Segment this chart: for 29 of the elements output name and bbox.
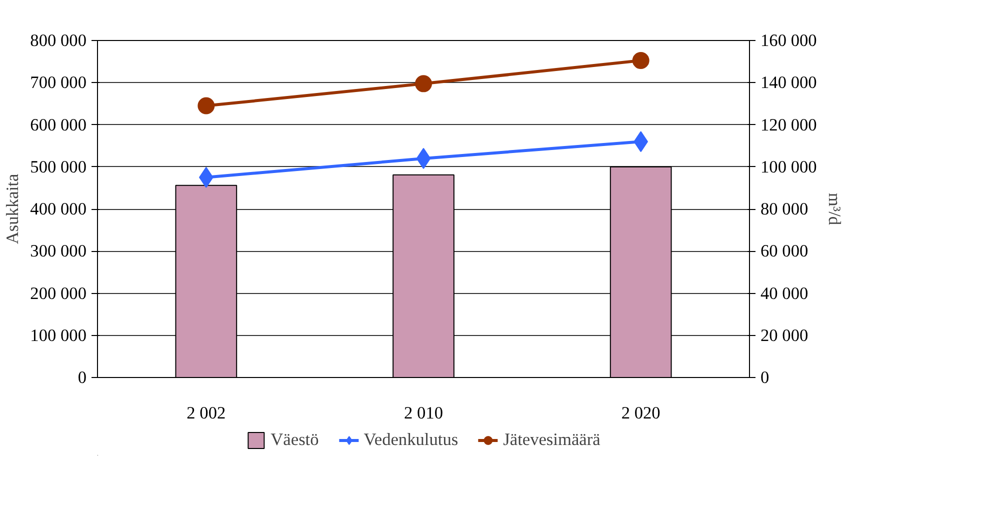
y2-tick-label: 140 000 [760,73,817,92]
y-tick-label: 400 000 [30,200,87,218]
y-tick-label: 0 [78,368,87,387]
y-tick-label: 200 000 [30,284,87,303]
x-tick-label: 2 010 [404,404,444,422]
y2-tick-label: 0 [760,368,770,387]
point [632,52,650,69]
y-tick-label: 600 000 [30,115,87,134]
y2-tick-label: 120 000 [760,115,817,134]
point [415,75,432,92]
legend-label: Väestö [270,430,319,450]
y2-tick-label: 80 000 [760,200,808,218]
y-tick-label: 300 000 [30,242,87,261]
legend-label: Vedenkulutus [364,430,458,450]
point [198,97,215,114]
y-tick-label: 700 000 [30,73,87,92]
x-tick-label: 2 002 [186,404,226,422]
y2-tick-label: 40 000 [760,284,808,303]
y-tick-label: 800 000 [30,31,87,50]
y2-tick-label: 60 000 [760,242,808,261]
y2-tick-label: 160 000 [760,31,817,50]
y-tick-label: 500 000 [30,157,87,176]
x-tick-label: 2 020 [621,404,660,422]
y-tick-label: 100 000 [30,326,87,345]
y-axis-title: Asukkaita [3,174,22,244]
y2-tick-label: 100 000 [760,157,817,176]
y2-axis-title: m³/d [824,192,844,226]
y2-tick-label: 20 000 [760,326,808,345]
legend-label: Jätevesimäärä [503,430,600,450]
